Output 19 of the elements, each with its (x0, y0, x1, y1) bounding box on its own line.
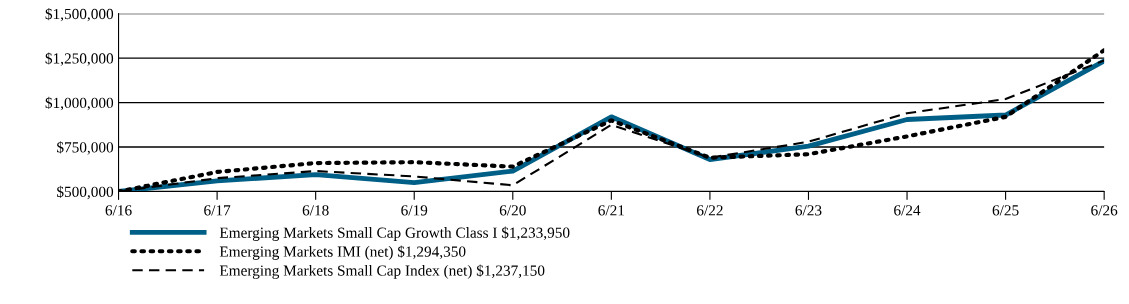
x-tick-label: 6/24 (894, 205, 921, 216)
x-tick-label: 6/20 (499, 205, 526, 216)
y-tick-label: $1,500,000 (45, 7, 114, 22)
legend-label: Emerging Markets Small Cap Growth Class I $1,233,950 (219, 226, 570, 241)
legend-label: Emerging Markets Small Cap Index (net) $1,237,150 (219, 264, 545, 279)
x-tick-label: 6/26 (1091, 205, 1118, 216)
legend-label: Emerging Markets IMI (net) $1,294,350 (219, 245, 466, 260)
x-tick-label: 6/19 (401, 205, 428, 216)
x-tick-label: 6/25 (992, 205, 1019, 216)
x-tick-label: 6/16 (105, 205, 132, 216)
y-tick-label: $1,000,000 (45, 96, 114, 111)
y-tick-label: $500,000 (57, 185, 114, 200)
x-tick-label: 6/21 (598, 205, 625, 216)
x-tick-label: 6/18 (302, 205, 329, 216)
x-tick-label: 6/17 (204, 205, 231, 216)
y-tick-label: $1,250,000 (45, 52, 114, 66)
x-tick-label: 6/22 (696, 205, 723, 216)
y-tick-label: $750,000 (57, 141, 114, 155)
x-tick-label: 6/23 (795, 205, 822, 216)
